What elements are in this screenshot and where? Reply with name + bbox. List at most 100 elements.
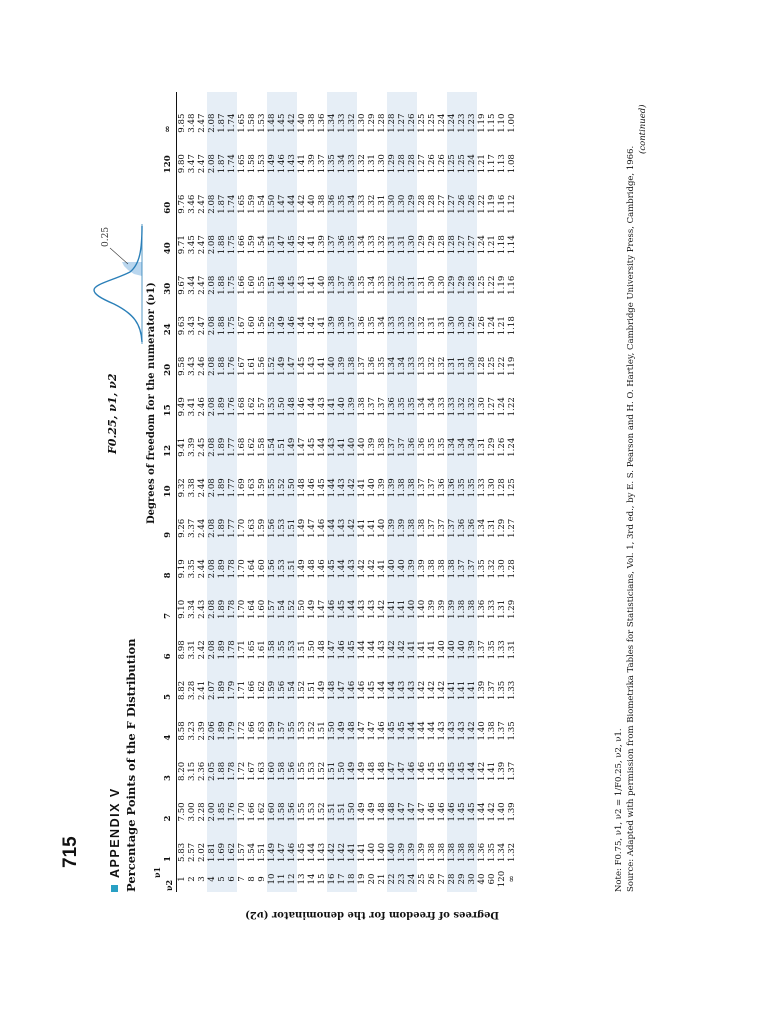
table-cell: 1.45	[467, 780, 477, 822]
table-cell: 2.42	[197, 640, 207, 660]
table-cell: 1.47	[417, 802, 427, 822]
table-cell: 1.85	[217, 780, 227, 822]
table-cell: 1.34	[467, 416, 477, 457]
table-cell: 1.28	[407, 132, 417, 174]
table-cell: 2.47	[197, 235, 207, 255]
denominator-df-cell: 20	[367, 873, 377, 885]
table-cell: 1.43	[447, 699, 457, 741]
table-row: ∞ 1.32 1.39 1.37 1.35 1.33 1.31 1.29 1.28 1.27 1.2…	[507, 92, 517, 892]
table-cell: 1.46	[447, 780, 457, 822]
table-cell: 1.58	[267, 618, 277, 660]
table-cell: 1.34	[477, 518, 487, 538]
table-cell: 1.33	[387, 294, 397, 336]
table-cell: 1.53	[277, 537, 287, 579]
table-cell: 1.46	[307, 478, 317, 498]
table-cell: 1.33	[487, 599, 497, 619]
table-cell: 1.37	[487, 680, 497, 700]
table-cell: 1.39	[307, 154, 317, 174]
table-cell: 1.31	[447, 335, 457, 376]
table-cell: 1.38	[457, 821, 467, 862]
table-cell: 1.37	[437, 518, 447, 538]
table-title: Percentage Points of the F Distribution	[124, 638, 138, 893]
table-cell: 1.39	[397, 497, 407, 538]
table-cell: 1.54	[287, 659, 297, 700]
table-cell: 1.33	[337, 92, 347, 133]
table-row: 5 1.69 1.85 1.88 1.89 1.89 1.89 1.89 1.89 1.89 1.8…	[217, 92, 227, 892]
table-cell: 1.39	[407, 537, 417, 579]
column-header: 120	[160, 132, 177, 174]
table-cell: 1.39	[477, 680, 487, 700]
table-cell: 2.36	[197, 761, 207, 781]
table-cell: 1.41	[417, 640, 427, 660]
table-cell: 1.52	[287, 578, 297, 619]
table-cell: 1.48	[277, 254, 287, 295]
table-cell: 1.30	[477, 397, 487, 417]
table-cell: 1.45	[447, 740, 457, 781]
table-cell: 1.40	[457, 618, 467, 660]
denominator-df-cell: 2	[187, 876, 197, 882]
table-cell: 2.06	[207, 699, 217, 741]
table-cell: 1.33	[407, 335, 417, 376]
table-cell: 1.58	[277, 780, 287, 822]
table-cell: 3.39	[187, 437, 197, 457]
table-cell: 1.23	[457, 92, 467, 133]
table-cell: 1.31	[387, 213, 397, 255]
appendix-heading: APPENDIX V	[108, 787, 122, 892]
table-cell: 3.35	[187, 559, 197, 579]
table-cell: 1.29	[447, 254, 457, 295]
table-cell: 1.75	[227, 254, 237, 295]
table-cell: 1.53	[307, 761, 317, 781]
table-cell: 1.56	[287, 780, 297, 822]
table-cell: 1.37	[467, 537, 477, 579]
table-cell: 2.41	[197, 680, 207, 700]
table-cell: 1.51	[287, 537, 297, 579]
table-cell: 1.35	[327, 132, 337, 174]
table-row: 8 1.54 1.66 1.67 1.66 1.66 1.65 1.64 1.64 1.63 1.6…	[247, 92, 257, 892]
table-cell: 1.32	[397, 254, 407, 295]
denominator-df-cell: 15	[317, 873, 327, 885]
table-cell: 1.45	[347, 618, 357, 660]
table-cell: 1.46	[287, 294, 297, 336]
table-cell: 2.47	[197, 194, 207, 214]
table-cell: 1.24	[467, 132, 477, 174]
table-cell: 1.54	[257, 235, 267, 255]
table-cell: 9.80	[177, 154, 187, 174]
table-cell: 1.52	[297, 680, 307, 700]
table-cell: 1.18	[507, 316, 517, 336]
table-cell: 1.27	[417, 154, 427, 174]
table-cell: 1.70	[237, 518, 247, 538]
table-cell: 1.24	[437, 113, 447, 133]
table-cell: 1.44	[287, 173, 297, 214]
table-cell: 1.35	[407, 375, 417, 417]
table-cell: 1.36	[367, 356, 377, 376]
table-cell: 1.30	[447, 294, 457, 336]
table-cell: 1.40	[397, 537, 407, 579]
table-cell: 1.28	[507, 559, 517, 579]
table-cell: 1.38	[407, 497, 417, 538]
table-cell: 1.35	[477, 559, 487, 579]
table-cell: 1.21	[487, 235, 497, 255]
table-cell: 1.28	[397, 132, 407, 174]
table-cell: 1.77	[227, 416, 237, 457]
table-cell: 1.35	[377, 356, 387, 376]
table-row: 17 1.42 1.51 1.50 1.49 1.47 1.46 1.45 1.44 1.43 1.…	[337, 92, 347, 892]
table-cell: 1.29	[387, 132, 397, 174]
table-cell: 1.27	[467, 213, 477, 255]
table-cell: 1.26	[427, 154, 437, 174]
table-cell: 1.22	[477, 194, 487, 214]
denominator-df-cell: 60	[487, 873, 497, 885]
table-cell: 3.15	[187, 761, 197, 781]
table-cell: 1.53	[257, 154, 267, 174]
table-cell: 1.19	[497, 275, 507, 295]
table-cell: 1.67	[247, 761, 257, 781]
table-cell: 1.39	[437, 599, 447, 619]
denominator-df-cell: 21	[377, 873, 387, 885]
table-cell: 1.59	[267, 659, 277, 700]
table-cell: 9.85	[177, 113, 187, 133]
table-cell: 1.37	[397, 416, 407, 457]
table-cell: 1.43	[287, 132, 297, 174]
table-cell: 1.45	[337, 578, 347, 619]
table-cell: 1.36	[437, 478, 447, 498]
column-header: 6	[160, 618, 177, 660]
denominator-df-cell: 13	[297, 873, 307, 885]
